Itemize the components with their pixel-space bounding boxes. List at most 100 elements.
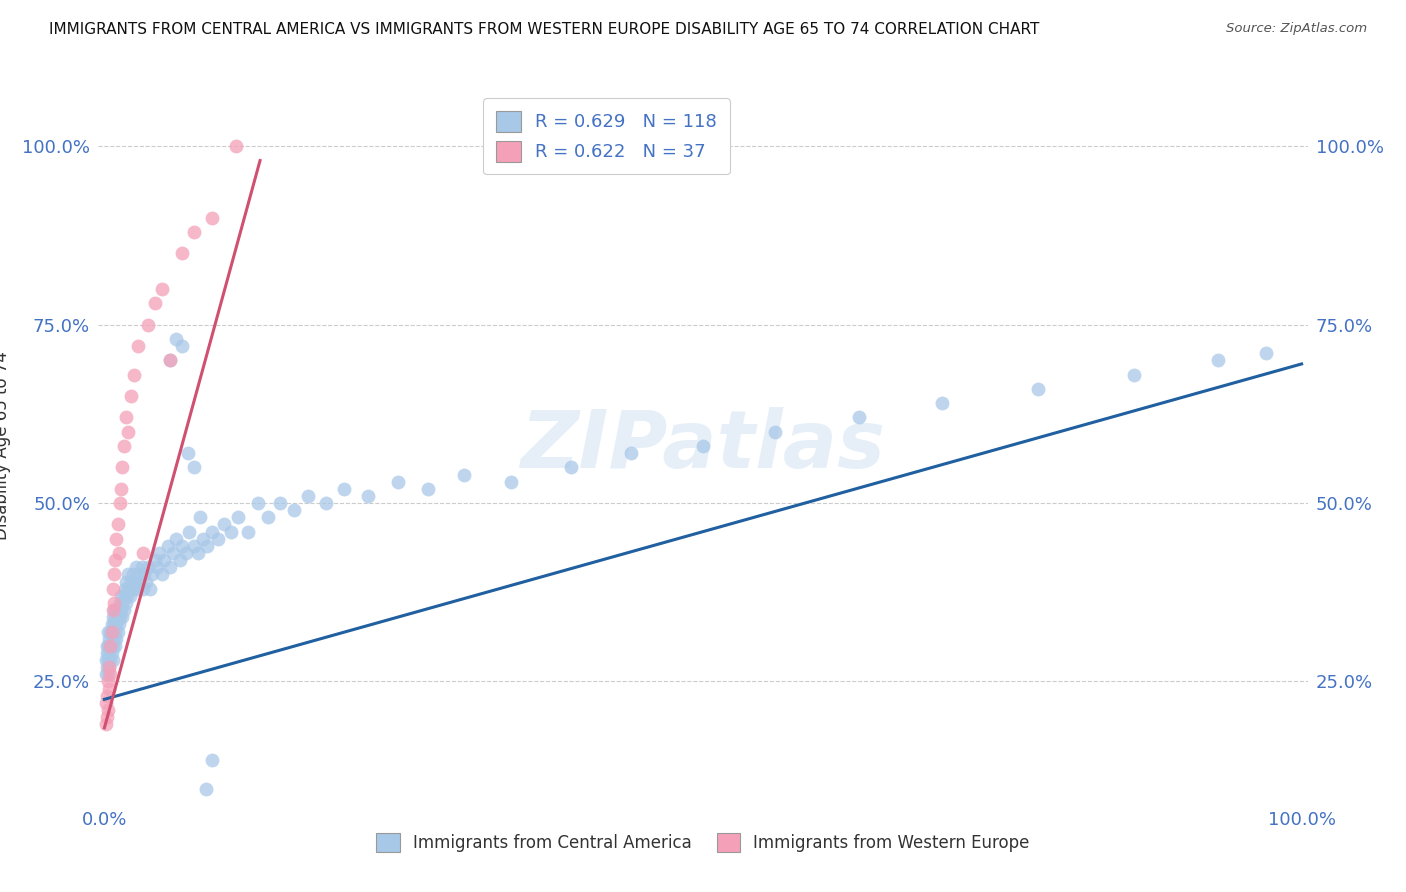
Point bbox=[94, 717, 117, 731]
Point bbox=[100, 624, 122, 639]
Point bbox=[159, 353, 181, 368]
Point bbox=[120, 389, 142, 403]
Point bbox=[141, 567, 163, 582]
Point bbox=[269, 496, 291, 510]
Point bbox=[191, 532, 214, 546]
Point bbox=[121, 582, 143, 596]
Point bbox=[98, 646, 121, 660]
Point bbox=[96, 689, 118, 703]
Point bbox=[501, 475, 523, 489]
Point bbox=[115, 410, 138, 425]
Point bbox=[115, 596, 138, 610]
Point bbox=[107, 610, 129, 624]
Point bbox=[153, 553, 176, 567]
Point bbox=[931, 396, 953, 410]
Point bbox=[107, 546, 129, 560]
Point bbox=[169, 553, 191, 567]
Point bbox=[201, 753, 224, 767]
Point bbox=[692, 439, 714, 453]
Point bbox=[132, 546, 155, 560]
Point bbox=[560, 460, 582, 475]
Point bbox=[107, 603, 129, 617]
Point bbox=[136, 318, 159, 332]
Point bbox=[97, 674, 120, 689]
Point bbox=[179, 524, 201, 539]
Point bbox=[107, 517, 129, 532]
Point bbox=[98, 660, 121, 674]
Point bbox=[195, 781, 218, 796]
Text: IMMIGRANTS FROM CENTRAL AMERICA VS IMMIGRANTS FROM WESTERN EUROPE DISABILITY AGE: IMMIGRANTS FROM CENTRAL AMERICA VS IMMIG… bbox=[49, 22, 1039, 37]
Point bbox=[117, 582, 139, 596]
Y-axis label: Disability Age 65 to 74: Disability Age 65 to 74 bbox=[0, 351, 11, 541]
Point bbox=[124, 368, 146, 382]
Point bbox=[207, 532, 229, 546]
Point bbox=[111, 460, 134, 475]
Point bbox=[117, 567, 139, 582]
Point bbox=[100, 624, 122, 639]
Point bbox=[172, 539, 194, 553]
Point bbox=[105, 632, 128, 646]
Point bbox=[104, 639, 127, 653]
Point bbox=[763, 425, 786, 439]
Point bbox=[100, 646, 122, 660]
Point bbox=[297, 489, 319, 503]
Point bbox=[143, 553, 166, 567]
Point bbox=[108, 610, 131, 624]
Point bbox=[98, 632, 121, 646]
Point bbox=[148, 546, 170, 560]
Point bbox=[96, 660, 118, 674]
Point bbox=[100, 653, 122, 667]
Point bbox=[100, 639, 122, 653]
Point bbox=[107, 617, 129, 632]
Point bbox=[96, 639, 118, 653]
Point bbox=[108, 596, 131, 610]
Point bbox=[246, 496, 269, 510]
Legend: Immigrants from Central America, Immigrants from Western Europe: Immigrants from Central America, Immigra… bbox=[370, 826, 1036, 859]
Point bbox=[150, 567, 173, 582]
Point bbox=[112, 603, 135, 617]
Point bbox=[315, 496, 337, 510]
Point bbox=[195, 539, 218, 553]
Point bbox=[101, 603, 124, 617]
Point bbox=[188, 510, 211, 524]
Point bbox=[1026, 382, 1049, 396]
Point bbox=[114, 582, 136, 596]
Point bbox=[103, 603, 125, 617]
Point bbox=[283, 503, 305, 517]
Point bbox=[97, 667, 120, 681]
Point bbox=[98, 681, 121, 696]
Point bbox=[172, 339, 194, 353]
Point bbox=[132, 582, 155, 596]
Point bbox=[135, 574, 157, 589]
Point bbox=[212, 517, 235, 532]
Point bbox=[118, 589, 141, 603]
Point bbox=[165, 332, 187, 346]
Point bbox=[104, 610, 127, 624]
Point bbox=[96, 710, 118, 724]
Point bbox=[1254, 346, 1277, 360]
Point bbox=[159, 560, 181, 574]
Point bbox=[156, 539, 179, 553]
Point bbox=[225, 139, 247, 153]
Point bbox=[162, 546, 184, 560]
Point bbox=[94, 653, 117, 667]
Point bbox=[228, 510, 250, 524]
Point bbox=[127, 339, 149, 353]
Point bbox=[115, 589, 138, 603]
Point bbox=[97, 703, 120, 717]
Point bbox=[100, 639, 122, 653]
Point bbox=[357, 489, 380, 503]
Point bbox=[108, 496, 131, 510]
Point bbox=[98, 660, 121, 674]
Point bbox=[110, 603, 132, 617]
Point bbox=[103, 617, 125, 632]
Point bbox=[129, 574, 152, 589]
Point bbox=[103, 567, 125, 582]
Point bbox=[187, 546, 209, 560]
Point bbox=[124, 560, 146, 574]
Point bbox=[848, 410, 870, 425]
Point bbox=[139, 582, 162, 596]
Point bbox=[115, 574, 138, 589]
Point bbox=[101, 653, 124, 667]
Point bbox=[101, 639, 124, 653]
